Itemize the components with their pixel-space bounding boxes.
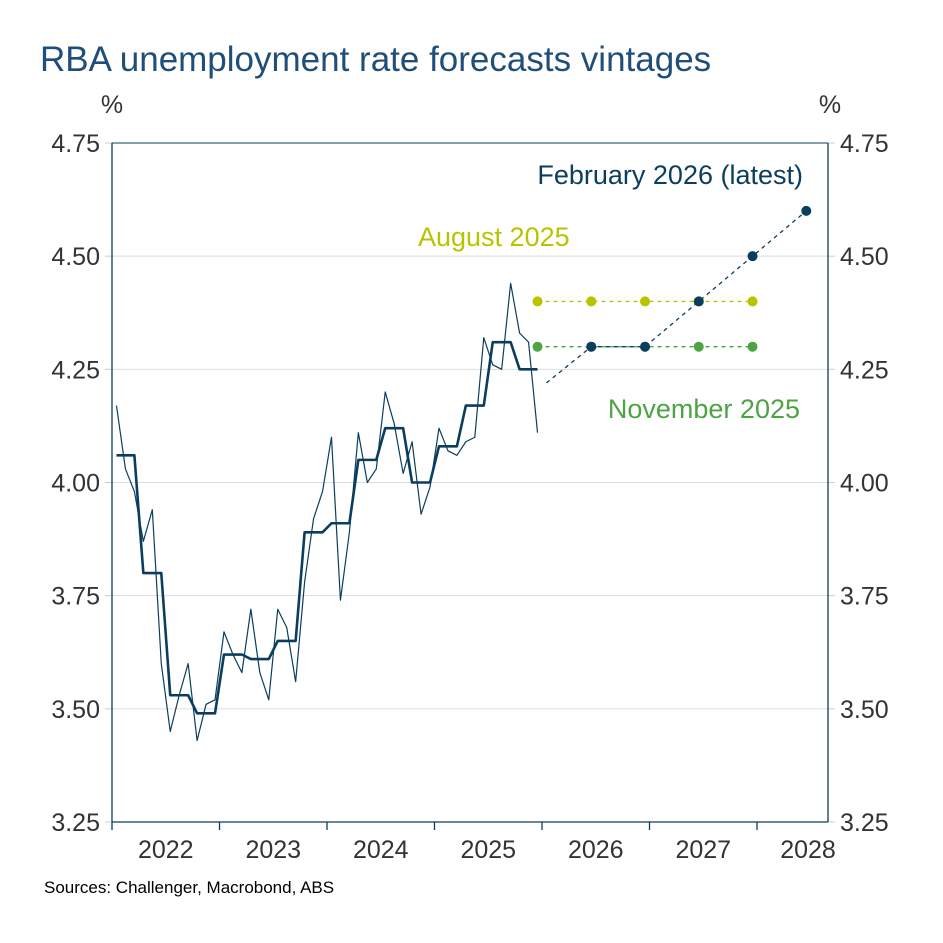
x-tick-label: 2026 xyxy=(568,836,624,864)
forecast-point-1 xyxy=(532,341,543,352)
quarterly-series-line xyxy=(116,340,538,715)
forecast-point-1 xyxy=(747,341,758,352)
y-tick-label-right: 4.75 xyxy=(840,130,889,158)
y-tick-label-right: 3.75 xyxy=(840,583,889,611)
forecast-point-0 xyxy=(640,296,651,307)
x-tick-label: 2028 xyxy=(780,836,836,864)
y-tick-label-left: 4.00 xyxy=(51,470,100,498)
y-tick-label-left: 4.50 xyxy=(51,243,100,271)
forecast-line-2 xyxy=(546,210,807,384)
forecast-point-2 xyxy=(586,341,597,352)
x-tick-label: 2027 xyxy=(675,836,731,864)
y-tick-label-left: 3.50 xyxy=(51,696,100,724)
forecast-point-2 xyxy=(801,205,812,216)
y-tick-label-right: 4.25 xyxy=(840,356,889,384)
y-tick-label-right: 4.00 xyxy=(840,470,889,498)
chart-title: RBA unemployment rate forecasts vintages xyxy=(40,40,712,79)
source-note: Sources: Challenger, Macrobond, ABS xyxy=(44,878,335,897)
forecast-point-0 xyxy=(747,296,758,307)
series-label-1: August 2025 xyxy=(418,222,570,252)
forecast-point-0 xyxy=(532,296,543,307)
y-unit-left: % xyxy=(101,91,123,119)
x-tick-label: 2025 xyxy=(460,836,516,864)
series-label-0: February 2026 (latest) xyxy=(537,160,803,190)
forecast-point-2 xyxy=(640,341,651,352)
y-tick-label-right: 4.50 xyxy=(840,243,889,271)
y-tick-label-left: 3.75 xyxy=(51,583,100,611)
forecast-point-2 xyxy=(693,296,704,307)
forecast-point-0 xyxy=(586,296,597,307)
y-unit-right: % xyxy=(819,91,841,119)
forecast-point-1 xyxy=(693,341,704,352)
y-tick-label-left: 4.25 xyxy=(51,356,100,384)
y-tick-label-left: 4.75 xyxy=(51,130,100,158)
series-label-2: November 2025 xyxy=(608,394,800,424)
x-tick-label: 2022 xyxy=(138,836,194,864)
x-tick-label: 2024 xyxy=(353,836,409,864)
y-tick-label-left: 3.25 xyxy=(51,809,100,837)
monthly-series-line xyxy=(115,282,539,742)
x-tick-label: 2023 xyxy=(245,836,301,864)
forecast-point-2 xyxy=(747,251,758,262)
y-tick-label-right: 3.25 xyxy=(840,809,889,837)
y-tick-label-right: 3.50 xyxy=(840,696,889,724)
